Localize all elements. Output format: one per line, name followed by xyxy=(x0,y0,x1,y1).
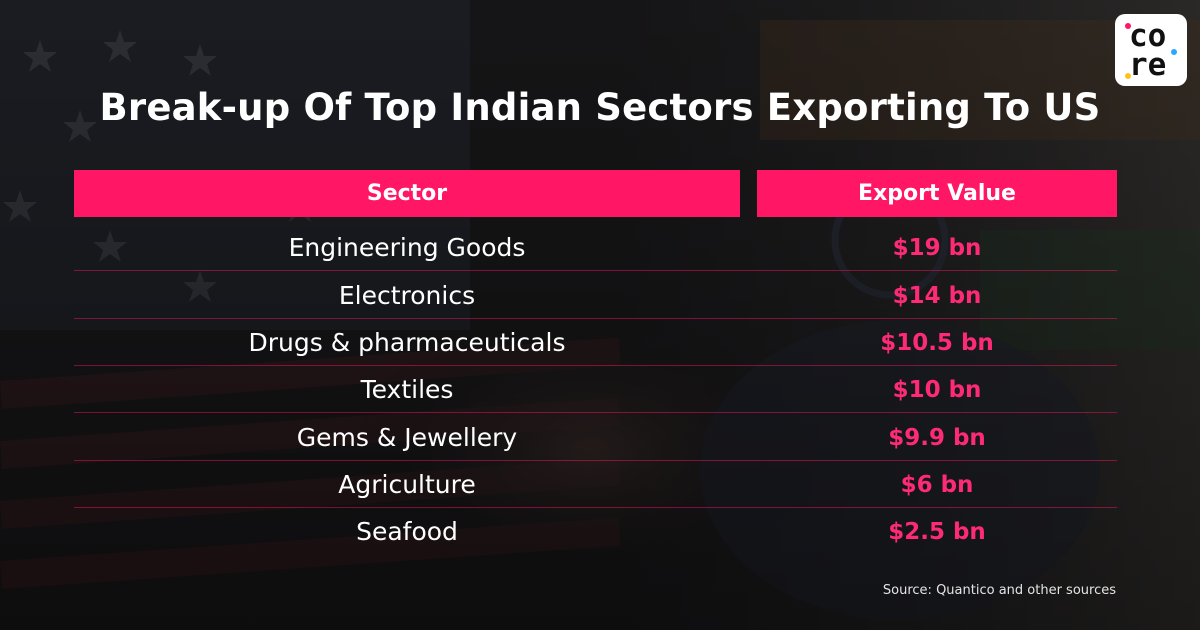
value-cell: $19 bn xyxy=(892,234,982,261)
sector-cell: Agriculture xyxy=(338,470,476,499)
source-note: Source: Quantico and other sources xyxy=(882,583,1116,598)
table-row: Drugs & pharmaceuticals $10.5 bn xyxy=(74,319,1117,366)
table-row: Textiles $10 bn xyxy=(74,366,1117,413)
sector-cell: Seafood xyxy=(356,517,458,546)
row-divider xyxy=(74,412,1117,413)
table-row: Seafood $2.5 bn xyxy=(74,508,1117,555)
row-divider xyxy=(74,507,1117,508)
page-title: Break-up Of Top Indian Sectors Exporting… xyxy=(99,86,1101,129)
sector-cell: Electronics xyxy=(338,281,476,310)
table-row: Agriculture $6 bn xyxy=(74,461,1117,508)
sector-cell: Drugs & pharmaceuticals xyxy=(248,328,566,357)
logo-text-bottom: re xyxy=(1129,47,1167,83)
value-cell: $6 bn xyxy=(900,471,974,498)
table-row: Electronics $14 bn xyxy=(74,272,1117,319)
value-cell: $14 bn xyxy=(892,282,982,309)
sector-cell: Textiles xyxy=(360,375,454,404)
row-divider xyxy=(74,460,1117,461)
sector-cell: Gems & Jewellery xyxy=(296,423,518,452)
core-logo: co re xyxy=(1115,14,1187,86)
row-divider xyxy=(74,318,1117,319)
logo-dot-yellow xyxy=(1125,73,1131,79)
value-cell: $10.5 bn xyxy=(880,329,994,356)
value-cell: $9.9 bn xyxy=(888,424,986,451)
value-cell: $10 bn xyxy=(892,376,982,403)
logo-dot-pink xyxy=(1125,23,1131,29)
row-divider xyxy=(74,365,1117,366)
value-cell: $2.5 bn xyxy=(888,518,986,545)
table-row: Engineering Goods $19 bn xyxy=(74,224,1117,271)
row-divider xyxy=(74,270,1117,271)
table-row: Gems & Jewellery $9.9 bn xyxy=(74,414,1117,461)
sector-cell: Engineering Goods xyxy=(288,233,526,262)
logo-dot-blue xyxy=(1171,49,1177,55)
column-header-sector: Sector xyxy=(74,170,740,217)
logo-text-top: co xyxy=(1129,18,1167,54)
column-header-export-value: Export Value xyxy=(757,170,1117,217)
